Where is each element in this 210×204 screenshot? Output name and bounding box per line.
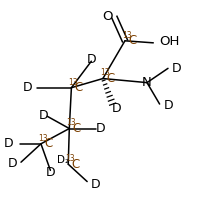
Text: C: C [44,137,52,150]
Text: C: C [72,122,81,135]
Text: OH: OH [160,35,180,48]
Text: D: D [23,81,33,94]
Text: C: C [71,158,80,171]
Text: D: D [163,99,173,112]
Text: C: C [128,34,136,47]
Text: D: D [39,109,49,122]
Text: D: D [46,166,55,180]
Text: D: D [172,62,182,75]
Text: D: D [3,137,13,150]
Text: D: D [90,177,100,191]
Text: 13: 13 [100,68,109,77]
Text: D₂: D₂ [57,155,69,165]
Text: 13: 13 [66,118,76,127]
Text: D: D [8,157,17,170]
Text: C: C [106,72,114,85]
Text: 13: 13 [122,31,131,40]
Text: C: C [75,81,83,94]
Text: D: D [87,53,96,66]
Text: D: D [112,102,121,115]
Text: 13: 13 [68,78,78,86]
Text: D: D [96,122,105,135]
Text: N: N [142,76,152,89]
Text: 13: 13 [65,154,75,163]
Text: 13: 13 [38,134,47,143]
Text: O: O [102,10,113,23]
